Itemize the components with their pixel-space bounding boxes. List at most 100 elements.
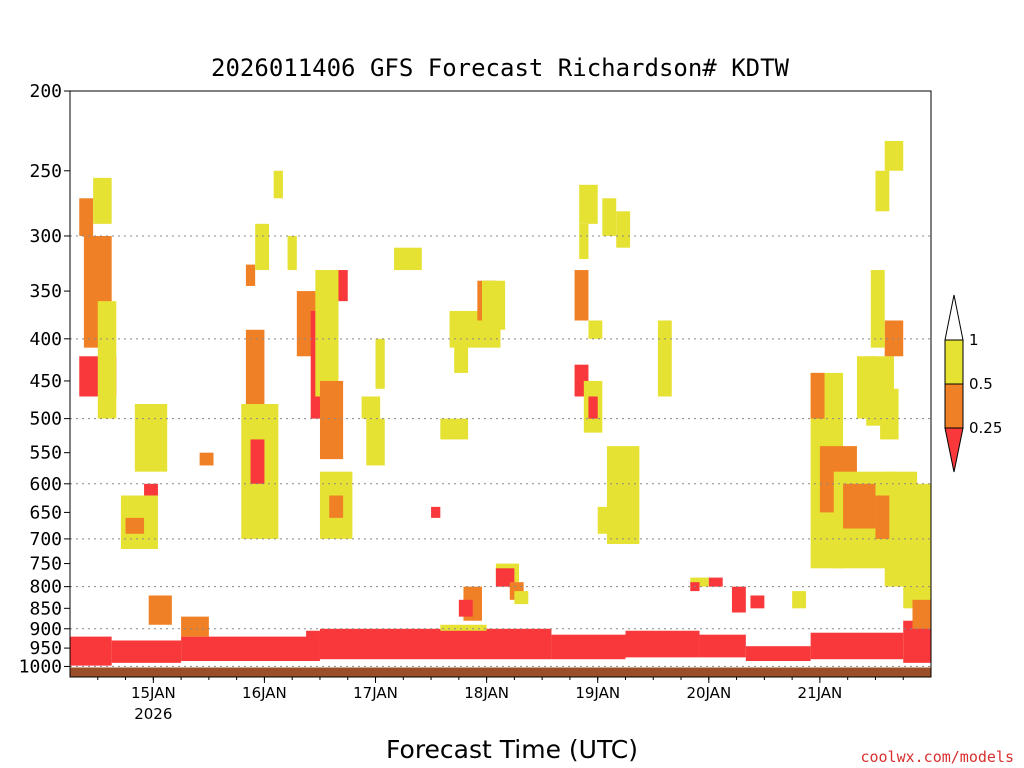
heatmap-cell bbox=[606, 446, 640, 544]
y-tick-label: 400 bbox=[29, 329, 62, 350]
heatmap-cell bbox=[134, 404, 168, 472]
y-tick-label: 650 bbox=[29, 502, 62, 523]
heatmap-cell bbox=[810, 632, 904, 660]
heatmap-cell bbox=[394, 247, 422, 271]
heatmap-cell bbox=[579, 223, 589, 260]
y-tick-label: 900 bbox=[29, 619, 62, 640]
y-tick-label: 250 bbox=[29, 161, 62, 182]
heatmap-cell bbox=[306, 630, 320, 641]
heatmap-cell bbox=[616, 211, 631, 248]
heatmap-cell bbox=[657, 320, 672, 397]
legend-label: 0.25 bbox=[969, 419, 1002, 437]
y-tick-label: 350 bbox=[29, 281, 62, 302]
heatmap-cell bbox=[458, 599, 473, 617]
heatmap-cell bbox=[884, 140, 904, 171]
chart-title: 2026011406 GFS Forecast Richardson# KDTW bbox=[211, 54, 790, 82]
heatmap-cell bbox=[70, 636, 112, 667]
heatmap-cell bbox=[551, 634, 626, 660]
y-tick-label: 1000 bbox=[19, 656, 62, 677]
heatmap-cell bbox=[93, 177, 112, 224]
x-tick-label: 16JAN bbox=[242, 684, 287, 702]
heatmap-cell bbox=[454, 338, 469, 373]
x-tick-label: 17JAN bbox=[353, 684, 398, 702]
y-tick-label: 200 bbox=[29, 81, 62, 102]
heatmap-cell bbox=[125, 517, 145, 534]
heatmap-cell bbox=[148, 595, 172, 625]
legend-label: 0.5 bbox=[969, 375, 993, 393]
heatmap-cell bbox=[750, 595, 765, 609]
x-tick-label: 18JAN bbox=[464, 684, 509, 702]
heatmap-cell bbox=[579, 184, 598, 224]
heatmap-cell bbox=[745, 646, 811, 662]
y-tick-label: 950 bbox=[29, 638, 62, 659]
heatmap-cell bbox=[699, 634, 746, 658]
heatmap-cell bbox=[329, 495, 344, 518]
x-tick-label: 20JAN bbox=[686, 684, 731, 702]
heatmap-cell bbox=[810, 372, 825, 419]
ground-layer bbox=[70, 667, 931, 677]
legend-swatch bbox=[944, 294, 964, 341]
x-axis: 15JAN 2026 16JAN 17JAN 18JAN 19JAN 20JAN 21JAN bbox=[97, 677, 904, 723]
heatmap-cell bbox=[245, 264, 256, 286]
y-tick-label: 550 bbox=[29, 443, 62, 464]
legend-swatch bbox=[944, 383, 964, 429]
heatmap-cell bbox=[440, 624, 487, 631]
heatmap-cell bbox=[361, 396, 381, 419]
x-tick-label: 15JAN bbox=[131, 684, 176, 702]
heatmap-cell bbox=[255, 223, 270, 271]
heatmap-cell bbox=[792, 591, 807, 609]
heatmap-cell bbox=[79, 198, 94, 236]
y-tick-label: 850 bbox=[29, 598, 62, 619]
y-axis: 200 250 300 350 400 450 500 550 600 650 700 7508008… bbox=[19, 81, 70, 677]
heatmap-cell bbox=[431, 506, 441, 518]
x-tick-label: 21JAN bbox=[798, 684, 843, 702]
heatmap-cell bbox=[481, 280, 506, 330]
x-tick-label: 19JAN bbox=[575, 684, 620, 702]
heatmap-cell bbox=[880, 388, 899, 440]
heatmap-cell bbox=[495, 568, 515, 587]
y-tick-label: 500 bbox=[29, 409, 62, 430]
heatmap-cells bbox=[70, 140, 931, 677]
watermark: coolwx.com/models bbox=[860, 748, 1014, 766]
heatmap-cell bbox=[375, 338, 385, 389]
y-tick-label: 750 bbox=[29, 554, 62, 575]
heatmap-cell bbox=[875, 495, 890, 539]
heatmap-cell bbox=[199, 452, 214, 466]
heatmap-cell bbox=[708, 577, 723, 587]
y-tick-label: 450 bbox=[29, 371, 62, 392]
heatmap-cell bbox=[588, 396, 598, 419]
heatmap-cell bbox=[731, 586, 746, 613]
heatmap-cell bbox=[97, 301, 117, 419]
heatmap-cell bbox=[574, 270, 589, 321]
heatmap-cell bbox=[875, 170, 890, 212]
heatmap-cell bbox=[315, 270, 339, 397]
heatmap-cell bbox=[625, 630, 700, 658]
legend-swatch bbox=[944, 427, 964, 473]
heatmap-cell bbox=[319, 380, 344, 460]
y-tick-label: 800 bbox=[29, 577, 62, 598]
y-tick-label: 700 bbox=[29, 529, 62, 550]
heatmap-cell bbox=[181, 636, 320, 662]
heatmap-cell bbox=[870, 270, 885, 348]
legend-label: 1 bbox=[969, 331, 979, 349]
heatmap-cell bbox=[111, 640, 182, 663]
plot-area bbox=[69, 90, 932, 678]
heatmap-cell bbox=[319, 628, 552, 660]
heatmap-cell bbox=[843, 483, 876, 529]
heatmap-cell bbox=[366, 418, 385, 466]
y-tick-label: 300 bbox=[29, 226, 62, 247]
legend-swatch bbox=[944, 339, 964, 385]
heatmap-cell bbox=[588, 320, 603, 339]
heatmap-cell bbox=[690, 577, 709, 587]
heatmap-cell bbox=[912, 599, 931, 629]
heatmap-cell bbox=[597, 506, 612, 534]
x-axis-title: Forecast Time (UTC) bbox=[386, 735, 638, 764]
heatmap-cell bbox=[440, 418, 469, 440]
heatmap-cell bbox=[144, 483, 158, 496]
y-tick-label: 600 bbox=[29, 474, 62, 495]
heatmap-cell bbox=[250, 439, 265, 484]
heatmap-cell bbox=[514, 591, 529, 605]
heatmap-cell bbox=[602, 198, 617, 236]
heatmap-cell bbox=[903, 483, 931, 609]
